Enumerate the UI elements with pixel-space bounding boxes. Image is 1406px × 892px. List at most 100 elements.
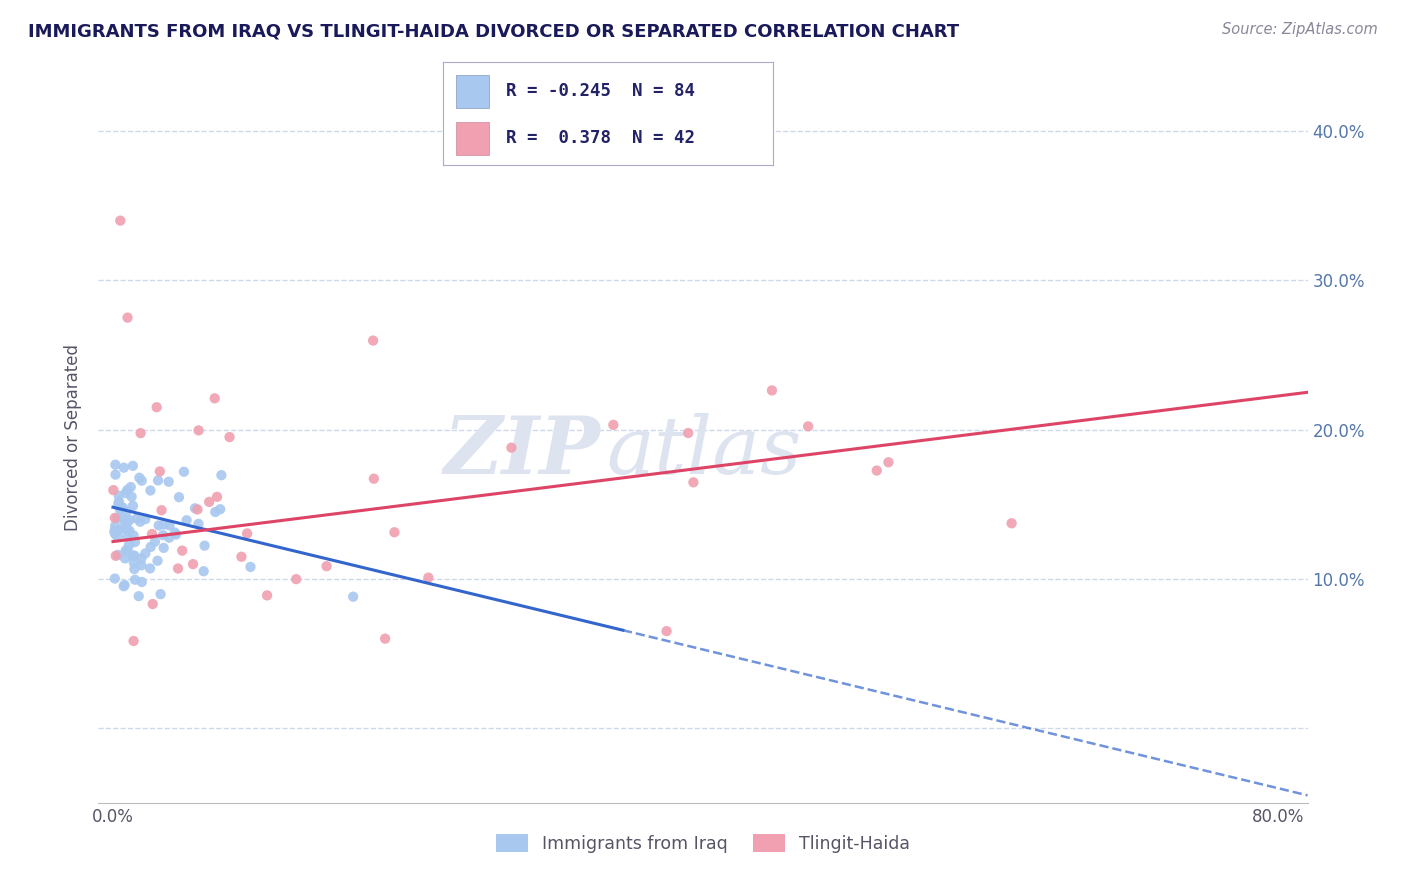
Point — [209, 468, 232, 483]
Point — [107, 523, 129, 537]
Point — [285, 572, 308, 586]
Point — [142, 597, 165, 611]
Point — [125, 511, 148, 525]
Point — [165, 527, 187, 541]
Point — [107, 497, 129, 511]
Point — [167, 490, 190, 504]
Point — [152, 541, 174, 555]
Point — [152, 528, 174, 542]
Point — [602, 417, 624, 432]
Point — [186, 502, 208, 516]
Text: ZIP: ZIP — [443, 413, 600, 491]
Point — [676, 425, 699, 440]
Point — [145, 401, 167, 415]
Point — [122, 499, 145, 513]
Point — [114, 578, 136, 592]
Point — [114, 543, 136, 558]
Point — [148, 518, 170, 533]
Point — [1000, 516, 1022, 531]
Point — [104, 572, 127, 586]
Text: IMMIGRANTS FROM IRAQ VS TLINGIT-HAIDA DIVORCED OR SEPARATED CORRELATION CHART: IMMIGRANTS FROM IRAQ VS TLINGIT-HAIDA DI… — [28, 22, 959, 40]
Point — [198, 495, 221, 509]
Point — [110, 213, 132, 227]
Point — [167, 561, 190, 575]
Point — [117, 310, 139, 325]
Point — [115, 505, 138, 519]
Point — [112, 522, 135, 536]
Point — [173, 465, 195, 479]
Point — [139, 540, 162, 554]
Point — [163, 525, 186, 540]
Point — [501, 441, 523, 455]
Point — [108, 501, 131, 516]
Point — [117, 483, 139, 497]
Point — [121, 490, 143, 504]
Point — [103, 483, 125, 497]
Point — [114, 516, 136, 530]
Point — [120, 480, 142, 494]
Point — [105, 510, 128, 524]
Point — [134, 546, 156, 560]
Point — [107, 548, 129, 562]
Point — [187, 516, 209, 531]
Text: R = -0.245  N = 84: R = -0.245 N = 84 — [506, 82, 695, 100]
Point — [866, 464, 889, 478]
Point — [209, 502, 232, 516]
Point — [146, 474, 169, 488]
Point — [131, 574, 153, 589]
Point — [104, 467, 127, 482]
Point — [107, 489, 129, 503]
Point — [122, 549, 145, 563]
Point — [111, 511, 134, 525]
Point — [131, 474, 153, 488]
Point — [134, 512, 156, 526]
Point — [150, 503, 173, 517]
Point — [124, 535, 146, 549]
Point — [128, 471, 150, 485]
Point — [117, 543, 139, 558]
Point — [118, 538, 141, 552]
Point — [131, 558, 153, 573]
Point — [105, 530, 128, 544]
Point — [172, 543, 194, 558]
Point — [256, 588, 278, 602]
Point — [131, 551, 153, 566]
Point — [139, 483, 162, 498]
Point — [342, 590, 364, 604]
Point — [122, 556, 145, 570]
Point — [103, 524, 125, 538]
Point — [797, 419, 820, 434]
Point — [181, 557, 204, 571]
Point — [114, 486, 136, 500]
Point — [129, 426, 152, 441]
Point — [877, 455, 900, 469]
Point — [204, 505, 226, 519]
Point — [104, 518, 127, 533]
Point — [128, 589, 150, 603]
Point — [124, 549, 146, 563]
Point — [129, 515, 152, 529]
Point — [193, 564, 215, 578]
Point — [315, 559, 337, 574]
Point — [108, 500, 131, 514]
Point — [363, 472, 385, 486]
Point — [239, 560, 262, 574]
Point — [118, 524, 141, 538]
Point — [236, 526, 259, 541]
Point — [418, 571, 440, 585]
Point — [149, 465, 172, 479]
Text: atlas: atlas — [606, 413, 801, 491]
Point — [204, 392, 226, 406]
Point — [153, 517, 176, 532]
Text: Source: ZipAtlas.com: Source: ZipAtlas.com — [1222, 22, 1378, 37]
Point — [139, 561, 162, 575]
Point — [194, 539, 217, 553]
Point — [114, 551, 136, 566]
Point — [176, 513, 198, 527]
Point — [205, 490, 228, 504]
Point — [104, 458, 127, 472]
Point — [361, 334, 384, 348]
Point — [218, 430, 240, 444]
Point — [157, 475, 180, 489]
Point — [146, 554, 169, 568]
